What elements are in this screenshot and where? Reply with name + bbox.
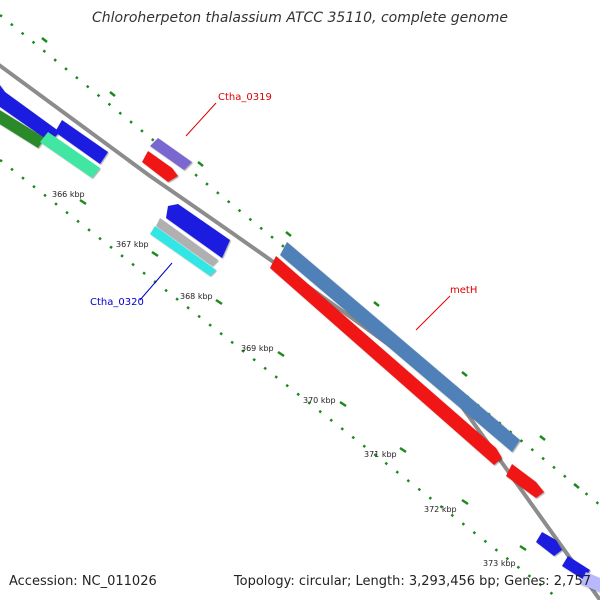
label-leader: [139, 262, 173, 301]
gene-label-meth: metH: [450, 285, 477, 296]
inner-dotted-track: [0, 159, 561, 600]
tick-label-373: 373 kbp: [483, 559, 516, 568]
gene-feature[interactable]: [166, 204, 230, 258]
gene-feature[interactable]: [156, 218, 218, 266]
gene-feature[interactable]: [506, 464, 544, 498]
gene-ctha-0320[interactable]: [150, 226, 216, 276]
tick-label-367: 367 kbp: [116, 240, 149, 249]
tick-mark: [399, 446, 407, 454]
gene-feature[interactable]: [55, 120, 108, 164]
tick-mark: [277, 350, 285, 358]
gene-meth[interactable]: [280, 242, 520, 452]
tick-mark: [461, 371, 468, 377]
gene-ctha-0319[interactable]: [150, 138, 192, 170]
tick-label-368: 368 kbp: [180, 292, 213, 301]
gene-feature[interactable]: [40, 132, 100, 178]
tick-mark: [285, 231, 292, 237]
label-leader: [415, 295, 451, 331]
tick-label-371: 371 kbp: [364, 450, 397, 459]
tick-mark: [539, 435, 546, 441]
map-title: Chloroherpeton thalassium ATCC 35110, co…: [92, 10, 508, 26]
genome-summary-text: Topology: circular; Length: 3,293,456 bp…: [233, 574, 591, 589]
tick-mark: [373, 301, 380, 307]
tick-label-370: 370 kbp: [303, 396, 336, 405]
tick-label-366: 366 kbp: [52, 190, 85, 199]
tick-mark: [573, 483, 580, 489]
gene-feature[interactable]: [270, 256, 502, 465]
tick-label-369: 369 kbp: [241, 344, 274, 353]
gene-feature[interactable]: [536, 532, 562, 556]
accession-text: Accession: NC_011026: [9, 574, 157, 589]
tick-mark: [519, 544, 527, 552]
tick-mark: [461, 498, 469, 506]
gene-feature[interactable]: [580, 572, 600, 592]
label-leader: [185, 102, 217, 137]
tick-mark: [215, 298, 223, 306]
tick-marks: [41, 37, 580, 552]
tick-mark: [41, 37, 48, 43]
tick-mark: [151, 250, 159, 258]
tick-mark: [109, 91, 116, 97]
gene-label-ctha-0320: Ctha_0320: [90, 297, 144, 308]
tick-label-372: 372 kbp: [424, 505, 457, 514]
gene-feature[interactable]: [142, 151, 178, 182]
tick-mark: [339, 400, 347, 408]
gene-feature[interactable]: [0, 104, 45, 148]
gene-feature[interactable]: [0, 72, 60, 142]
gene-feature[interactable]: [562, 556, 590, 580]
tick-mark: [197, 161, 204, 167]
gene-label-ctha-0319: Ctha_0319: [218, 92, 272, 103]
tick-mark: [79, 198, 87, 206]
